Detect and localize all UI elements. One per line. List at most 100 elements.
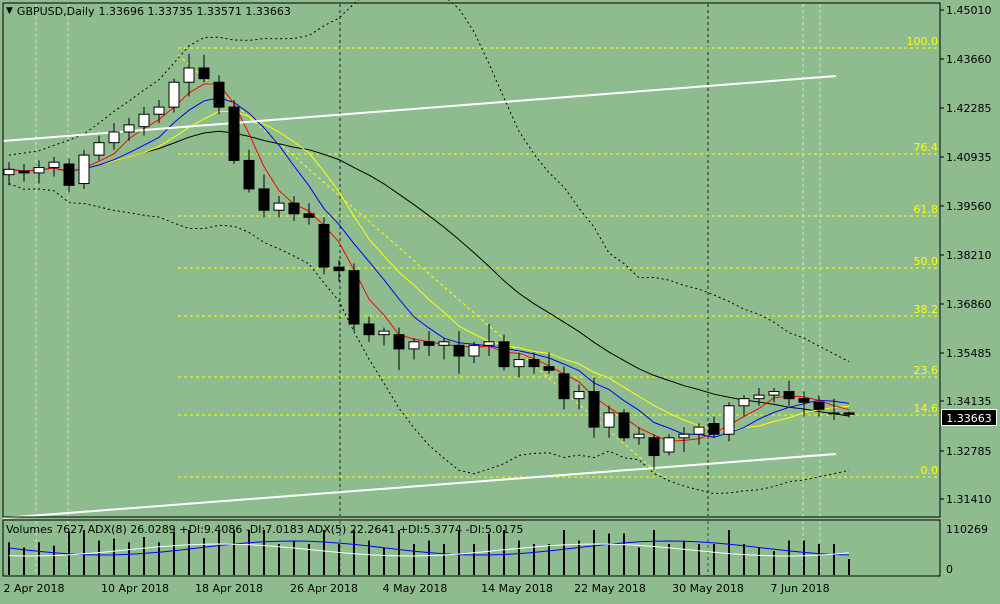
candle-body bbox=[738, 398, 750, 407]
candle-body bbox=[543, 366, 555, 371]
fibo-level-label: 76.4 bbox=[914, 141, 939, 154]
date-axis-label: 4 May 2018 bbox=[383, 582, 448, 595]
candle-body bbox=[348, 270, 360, 325]
candle-body bbox=[693, 426, 705, 435]
fibo-level-label: 61.8 bbox=[914, 203, 939, 216]
candle-body bbox=[63, 163, 75, 186]
candle-body bbox=[843, 412, 855, 415]
candle-body bbox=[588, 391, 600, 428]
candle-body bbox=[528, 359, 540, 368]
candle-body bbox=[513, 359, 525, 368]
price-axis-label: 1.43660 bbox=[946, 53, 992, 66]
candle-body bbox=[678, 433, 690, 439]
date-axis-label: 10 Apr 2018 bbox=[101, 582, 169, 595]
candle-body bbox=[723, 405, 735, 435]
candle-body bbox=[558, 373, 570, 400]
upper-trendline bbox=[2, 75, 837, 142]
current-price-tag: 1.33663 bbox=[941, 409, 997, 426]
candle-body bbox=[648, 437, 660, 457]
candle-body bbox=[138, 113, 150, 128]
indicator-pane-border bbox=[2, 519, 941, 577]
candle-body bbox=[168, 81, 180, 108]
date-axis-label: 14 May 2018 bbox=[481, 582, 553, 595]
dropdown-triangle-icon[interactable]: ▼ bbox=[6, 6, 13, 16]
fibo-level-label: 100.0 bbox=[907, 35, 939, 48]
candle-body bbox=[318, 223, 330, 268]
candle-body bbox=[753, 394, 765, 400]
lower-trendline bbox=[2, 453, 837, 519]
fibo-level-label: 50.0 bbox=[914, 255, 939, 268]
price-axis-label: 1.40935 bbox=[946, 151, 992, 164]
price-axis-label: 1.45010 bbox=[946, 4, 992, 17]
candle-body bbox=[633, 433, 645, 439]
candle-body bbox=[123, 124, 135, 133]
fibo-level-label: 14.6 bbox=[914, 402, 939, 415]
date-axis-label: 18 Apr 2018 bbox=[195, 582, 263, 595]
candle-body bbox=[153, 106, 165, 115]
candle-body bbox=[333, 266, 345, 272]
candle-body bbox=[363, 323, 375, 336]
candle-body bbox=[813, 401, 825, 410]
date-axis-label: 2 Apr 2018 bbox=[3, 582, 64, 595]
candle-body bbox=[423, 341, 435, 346]
candle-body bbox=[498, 341, 510, 368]
candle-body bbox=[708, 423, 720, 435]
price-axis-label: 1.34135 bbox=[946, 395, 992, 408]
ma-long-line bbox=[8, 130, 850, 417]
candle-body bbox=[213, 81, 225, 108]
candle-body bbox=[228, 106, 240, 161]
candle-body bbox=[108, 131, 120, 144]
price-axis-label: 1.39560 bbox=[946, 200, 992, 213]
candle-body bbox=[408, 341, 420, 350]
candle-body bbox=[468, 344, 480, 357]
candle-body bbox=[303, 213, 315, 218]
candle-body bbox=[783, 391, 795, 400]
candle-body bbox=[18, 170, 30, 174]
price-axis-label: 1.42285 bbox=[946, 102, 992, 115]
price-axis-label: 1.38210 bbox=[946, 249, 992, 262]
candle-body bbox=[243, 159, 255, 190]
adx-di-line bbox=[8, 543, 850, 557]
candle-body bbox=[573, 391, 585, 400]
date-axis-label: 22 May 2018 bbox=[574, 582, 646, 595]
candle-body bbox=[453, 344, 465, 357]
candle-body bbox=[768, 391, 780, 396]
candle-body bbox=[93, 142, 105, 156]
adx-line bbox=[8, 540, 850, 556]
fibo-trend-line bbox=[177, 54, 661, 476]
candle-body bbox=[603, 412, 615, 428]
candle-body bbox=[33, 167, 45, 174]
date-axis-label: 26 Apr 2018 bbox=[290, 582, 358, 595]
indicator-axis-bottom: 0 bbox=[946, 563, 953, 576]
candle-body bbox=[273, 202, 285, 211]
candle-body bbox=[828, 412, 840, 415]
fibo-level-label: 38.2 bbox=[914, 303, 939, 316]
symbol-label: GBPUSD,Daily bbox=[16, 4, 95, 18]
lower-band-line bbox=[8, 183, 850, 495]
candle-body bbox=[663, 437, 675, 453]
price-axis-label: 1.35485 bbox=[946, 347, 992, 360]
date-axis-label: 30 May 2018 bbox=[672, 582, 744, 595]
candle-body bbox=[438, 341, 450, 346]
ma-mid-line bbox=[8, 96, 850, 438]
candle-body bbox=[258, 188, 270, 211]
price-axis-label: 1.36860 bbox=[946, 298, 992, 311]
price-axis-label: 1.32785 bbox=[946, 445, 992, 458]
chart-title: ▼ GBPUSD,Daily 1.33696 1.33735 1.33571 1… bbox=[6, 4, 291, 18]
price-axis-label: 1.31410 bbox=[946, 493, 992, 506]
candle-body bbox=[378, 330, 390, 336]
candle-body bbox=[183, 67, 195, 83]
main-pane-border bbox=[2, 2, 941, 518]
candle-body bbox=[3, 168, 15, 176]
fibo-level-label: 23.6 bbox=[914, 364, 939, 377]
fibo-level-label: 0.0 bbox=[921, 464, 939, 477]
candle-body bbox=[483, 341, 495, 346]
date-axis-label: 7 Jun 2018 bbox=[770, 582, 829, 595]
candle-body bbox=[798, 398, 810, 403]
candle-body bbox=[48, 161, 60, 169]
candle-body bbox=[618, 412, 630, 439]
candle-body bbox=[288, 202, 300, 215]
candle-body bbox=[393, 334, 405, 350]
